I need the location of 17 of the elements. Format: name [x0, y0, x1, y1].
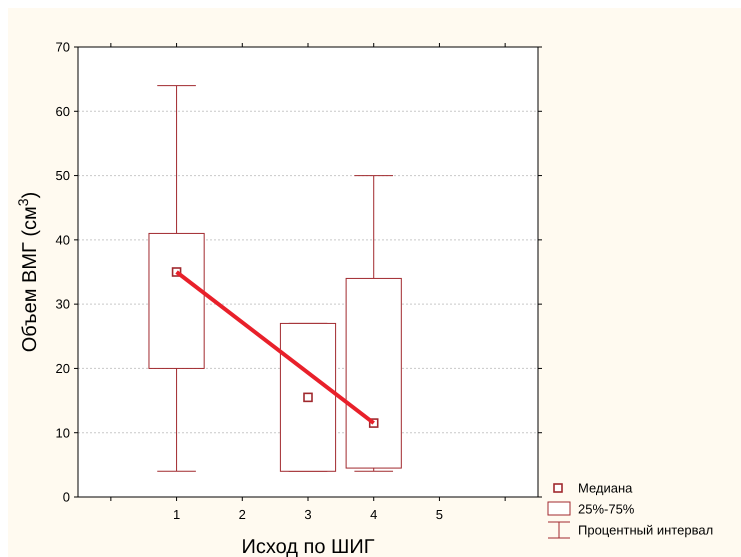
- x-tick-label: 1: [172, 507, 180, 522]
- text: 25%-75%: [578, 502, 635, 517]
- y-tick-label: 0: [62, 490, 70, 505]
- y-tick-label: 10: [56, 425, 70, 440]
- x-tick-label: 3: [304, 507, 312, 522]
- x-tick-label: 5: [436, 507, 444, 522]
- text: Медиана: [578, 480, 634, 496]
- x-axis-title: Исход по ШИГ: [241, 536, 375, 557]
- y-tick-label: 50: [56, 168, 70, 184]
- y-tick-label: 20: [56, 360, 70, 376]
- x-tick-label: 4: [370, 507, 378, 522]
- y-tick-label: 40: [56, 232, 70, 248]
- y-tick-label: 30: [56, 296, 70, 312]
- x-tick-label: 2: [238, 507, 246, 522]
- y-tick-label: 60: [56, 104, 70, 119]
- y-tick-label: 70: [56, 40, 70, 55]
- text: Процентный интервал: [578, 522, 714, 538]
